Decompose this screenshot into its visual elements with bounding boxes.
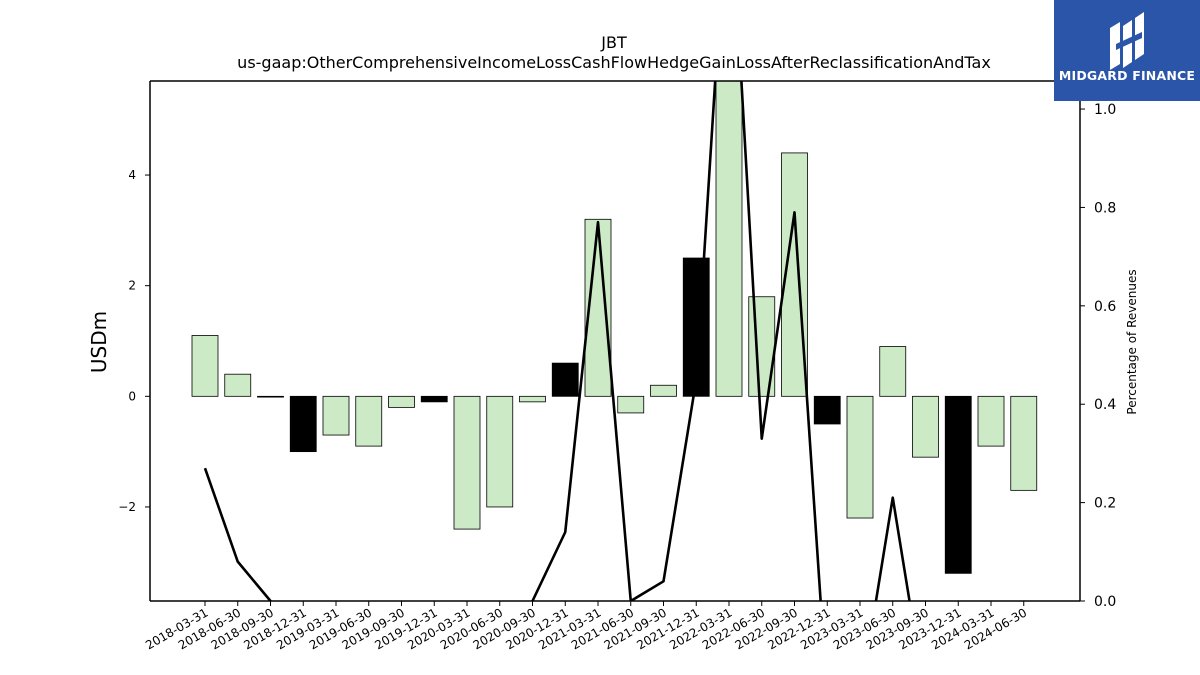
midgard-logo-icon bbox=[1110, 12, 1144, 70]
bar-2024-03-31 bbox=[977, 395, 1005, 447]
line-series bbox=[203, 81, 911, 601]
y2-tick-label: 0.0 bbox=[1094, 594, 1116, 610]
bar-2020-12-31 bbox=[551, 362, 579, 397]
bar-2021-09-30 bbox=[650, 384, 677, 397]
bar-series bbox=[191, 81, 1038, 574]
y2-tick-label: 0.4 bbox=[1094, 397, 1116, 413]
right-axis-label: Percentage of Revenues bbox=[1125, 269, 1139, 414]
bar-2023-09-30 bbox=[912, 395, 939, 458]
bar-2018-03-31 bbox=[191, 335, 219, 397]
bar-2018-09-30 bbox=[257, 395, 284, 398]
y2-tick-label: 0.8 bbox=[1094, 200, 1116, 216]
y2-tick-label: 0.6 bbox=[1094, 299, 1116, 315]
bar-2018-12-31 bbox=[289, 395, 317, 453]
bar-2019-06-30 bbox=[355, 395, 383, 447]
bar-2023-12-31 bbox=[944, 395, 972, 574]
bar-2020-09-30 bbox=[519, 395, 546, 403]
y2-tick-label: 0.2 bbox=[1094, 496, 1116, 512]
bar-2021-06-30 bbox=[617, 395, 645, 414]
bar-2024-06-30 bbox=[1010, 395, 1038, 491]
y-tick-label: −2 bbox=[118, 500, 136, 514]
y-tick-label: 4 bbox=[128, 168, 136, 182]
midgard-finance-logo: MIDGARD FINANCE bbox=[1054, 0, 1200, 101]
y2-tick-label: 1.0 bbox=[1094, 102, 1116, 118]
bar-2022-12-31 bbox=[813, 395, 841, 425]
bar-2022-03-31 bbox=[715, 81, 743, 397]
line-segment bbox=[531, 81, 911, 601]
bar-2018-06-30 bbox=[224, 373, 252, 397]
bar-2023-06-30 bbox=[879, 346, 907, 397]
logo-text: MIDGARD FINANCE bbox=[1058, 68, 1196, 83]
line-segment bbox=[203, 467, 272, 601]
bar-2023-03-31 bbox=[846, 395, 874, 519]
bar-2019-09-30 bbox=[388, 395, 415, 408]
bar-2019-12-31 bbox=[420, 395, 448, 403]
chart-title: JBT bbox=[600, 33, 627, 52]
bar-2019-03-31 bbox=[322, 395, 350, 436]
y-tick-label: 2 bbox=[128, 279, 136, 293]
y-tick-label: 0 bbox=[128, 389, 136, 403]
bar-2020-03-31 bbox=[453, 395, 481, 530]
bar-2020-06-30 bbox=[486, 395, 514, 508]
y-axis-label: USDm bbox=[87, 311, 111, 373]
chart-subtitle: us-gaap:OtherComprehensiveIncomeLossCash… bbox=[237, 53, 991, 72]
